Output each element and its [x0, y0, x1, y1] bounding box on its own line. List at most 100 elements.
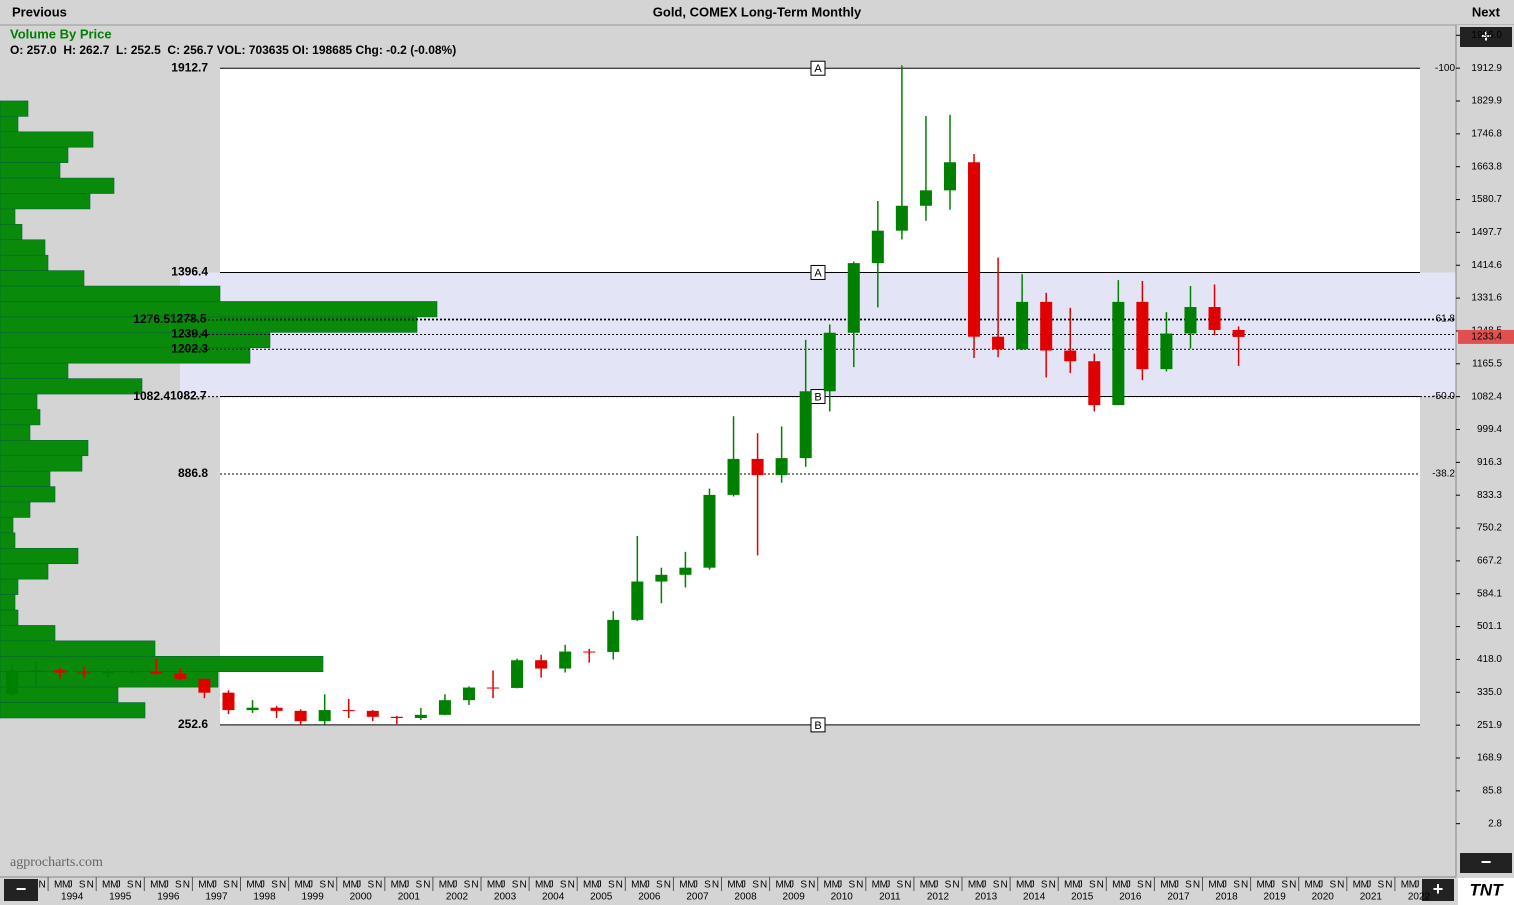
month-label: N — [519, 880, 526, 891]
month-label: M — [351, 880, 359, 891]
month-label: S — [416, 880, 423, 891]
month-label: N — [1049, 880, 1056, 891]
candle-body — [1112, 301, 1125, 406]
fib-pct-label: 61.8 — [1436, 314, 1456, 325]
month-label: J — [741, 880, 746, 891]
month-label: N — [87, 880, 94, 891]
month-label: M — [343, 880, 351, 891]
candle-body — [270, 707, 283, 711]
chart-title: Gold, COMEX Long-Term Monthly — [653, 4, 862, 19]
volume-bar — [0, 239, 46, 256]
month-label: S — [608, 880, 615, 891]
fib-price-label: 1278.5 — [170, 311, 207, 325]
study-name: Volume By Price — [10, 26, 112, 41]
y-tick-label: 1165.5 — [1472, 358, 1502, 369]
month-label: N — [712, 880, 719, 891]
candle-body — [727, 458, 740, 495]
month-label: J — [1270, 880, 1275, 891]
candle-body — [174, 673, 187, 679]
volume-bar — [0, 162, 61, 179]
scroll-left-button[interactable] — [4, 879, 38, 901]
month-label: N — [471, 880, 478, 891]
previous-button[interactable]: Previous — [12, 4, 67, 19]
month-label: N — [1385, 880, 1392, 891]
x-tick-label: 1997 — [205, 892, 228, 903]
month-label: S — [1185, 880, 1192, 891]
y-tick-label: 1663.8 — [1471, 161, 1502, 172]
logo: TNT — [1469, 880, 1504, 899]
month-label: M — [872, 880, 880, 891]
volume-bar — [0, 285, 221, 302]
fib-price-label: 1239.4 — [171, 327, 208, 341]
month-label: S — [848, 880, 855, 891]
candle-body — [487, 687, 500, 689]
month-label: J — [1078, 880, 1083, 891]
x-tick-label: 2005 — [590, 892, 613, 903]
candle-body — [318, 710, 331, 722]
month-label: S — [127, 880, 134, 891]
candle-body — [751, 458, 764, 476]
x-tick-label: 2003 — [494, 892, 517, 903]
volume-bar — [0, 625, 56, 642]
candle-body — [246, 707, 259, 711]
candle-body — [631, 581, 644, 620]
y-tick-label: 168.9 — [1477, 753, 1502, 764]
month-label: M — [1112, 880, 1120, 891]
month-label: M — [968, 880, 976, 891]
month-label: M — [102, 880, 110, 891]
month-label: M — [687, 880, 695, 891]
month-label: J — [116, 880, 121, 891]
y-tick-label: 501.1 — [1477, 621, 1502, 632]
candle-body — [1016, 301, 1029, 350]
month-label: M — [639, 880, 647, 891]
month-label: M — [54, 880, 62, 891]
y-tick-label: 833.3 — [1477, 490, 1502, 501]
candle-body — [799, 391, 812, 459]
month-label: S — [175, 880, 182, 891]
month-label: N — [135, 880, 142, 891]
zoom-out-label[interactable]: − — [1481, 852, 1492, 872]
candle-body — [390, 716, 403, 718]
zoom-in-label[interactable]: + — [1481, 26, 1492, 46]
x-tick-label: 1995 — [109, 892, 132, 903]
volume-bar — [0, 578, 19, 595]
month-label: J — [1222, 880, 1227, 891]
candle-body — [102, 671, 115, 674]
x-tick-label: 2016 — [1119, 892, 1142, 903]
fib-pct-label: -100 — [1435, 63, 1455, 74]
y-tick-label: 1497.7 — [1471, 227, 1502, 238]
y-tick-label: 667.2 — [1477, 556, 1502, 567]
candle-body — [895, 205, 908, 231]
month-label: N — [664, 880, 671, 891]
y-tick-label: 916.3 — [1477, 457, 1502, 468]
volume-bar — [0, 270, 85, 287]
candle-body — [198, 678, 211, 693]
month-label: M — [206, 880, 214, 891]
candle-body — [583, 651, 596, 653]
month-label: N — [1193, 880, 1200, 891]
month-label: S — [1089, 880, 1096, 891]
month-label: N — [904, 880, 911, 891]
candle-body — [535, 660, 548, 669]
candle-body — [679, 567, 692, 575]
last-price-label: 1233.4 — [1471, 332, 1502, 343]
month-label: S — [1137, 880, 1144, 891]
x-tick-label: 2015 — [1071, 892, 1094, 903]
month-label: M — [1256, 880, 1264, 891]
month-label: J — [1174, 880, 1179, 891]
next-button[interactable]: Next — [1472, 4, 1501, 19]
scroll-left-label[interactable]: − — [16, 879, 27, 899]
volume-bar — [0, 548, 79, 565]
zoom-in-button[interactable] — [1460, 27, 1512, 47]
x-tick-label: 2019 — [1264, 892, 1287, 903]
volume-bar — [0, 208, 16, 225]
scroll-right-label[interactable]: + — [1433, 879, 1444, 899]
scroll-right-button[interactable] — [1422, 879, 1454, 901]
month-label: M — [928, 880, 936, 891]
fib-price-label: 1082.4 — [133, 389, 170, 403]
month-label: N — [183, 880, 190, 891]
month-label: J — [356, 880, 361, 891]
zoom-out-button[interactable] — [1460, 853, 1512, 873]
month-label: M — [880, 880, 888, 891]
candle-body — [1088, 361, 1101, 406]
